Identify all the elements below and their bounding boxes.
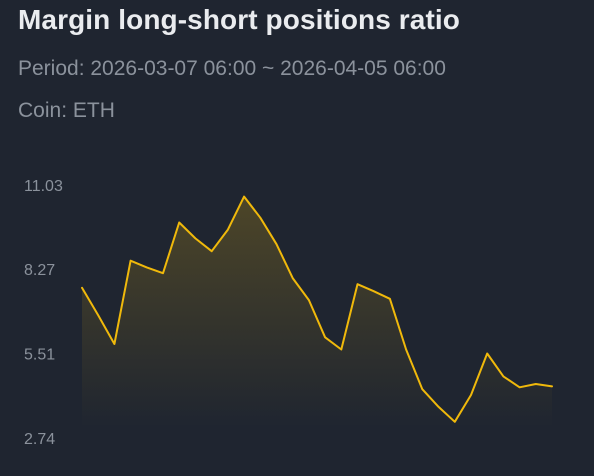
data-point[interactable] (533, 381, 539, 387)
y-tick-label: 5.51 (24, 346, 55, 363)
data-point[interactable] (128, 258, 134, 264)
data-point[interactable] (322, 334, 328, 340)
data-point[interactable] (468, 392, 474, 398)
data-point[interactable] (338, 347, 344, 353)
data-point[interactable] (111, 341, 117, 347)
data-point[interactable] (95, 312, 101, 318)
series-line[interactable] (81, 195, 553, 423)
period-label: Period: 2026-03-07 06:00 ~ 2026-04-05 06… (18, 57, 446, 80)
area-fill (82, 196, 552, 428)
data-point[interactable] (192, 235, 198, 241)
y-tick-label: 8.27 (24, 262, 55, 279)
data-point[interactable] (225, 227, 231, 233)
data-point[interactable] (371, 288, 377, 294)
coin-label: Coin: ETH (18, 99, 115, 122)
y-tick-label: 2.74 (24, 431, 55, 448)
data-point[interactable] (209, 248, 215, 254)
data-point[interactable] (452, 419, 458, 425)
data-point[interactable] (484, 351, 490, 357)
data-point[interactable] (403, 347, 409, 353)
y-axis: 11.03 8.27 5.51 2.74 (24, 178, 63, 448)
data-point[interactable] (176, 220, 182, 226)
data-point[interactable] (355, 281, 361, 287)
data-point[interactable] (387, 296, 393, 302)
data-point[interactable] (549, 383, 555, 389)
data-point[interactable] (144, 264, 150, 270)
data-point[interactable] (241, 194, 247, 200)
data-point[interactable] (79, 285, 85, 291)
data-point[interactable] (274, 241, 280, 247)
data-point[interactable] (436, 404, 442, 410)
data-point[interactable] (419, 386, 425, 392)
data-point[interactable] (306, 297, 312, 303)
data-point[interactable] (290, 275, 296, 281)
data-point[interactable] (257, 215, 263, 221)
data-point[interactable] (517, 384, 523, 390)
data-point[interactable] (160, 270, 166, 276)
y-tick-label: 11.03 (24, 178, 63, 195)
data-point[interactable] (500, 373, 506, 379)
chart-title: Margin long-short positions ratio (18, 4, 460, 35)
